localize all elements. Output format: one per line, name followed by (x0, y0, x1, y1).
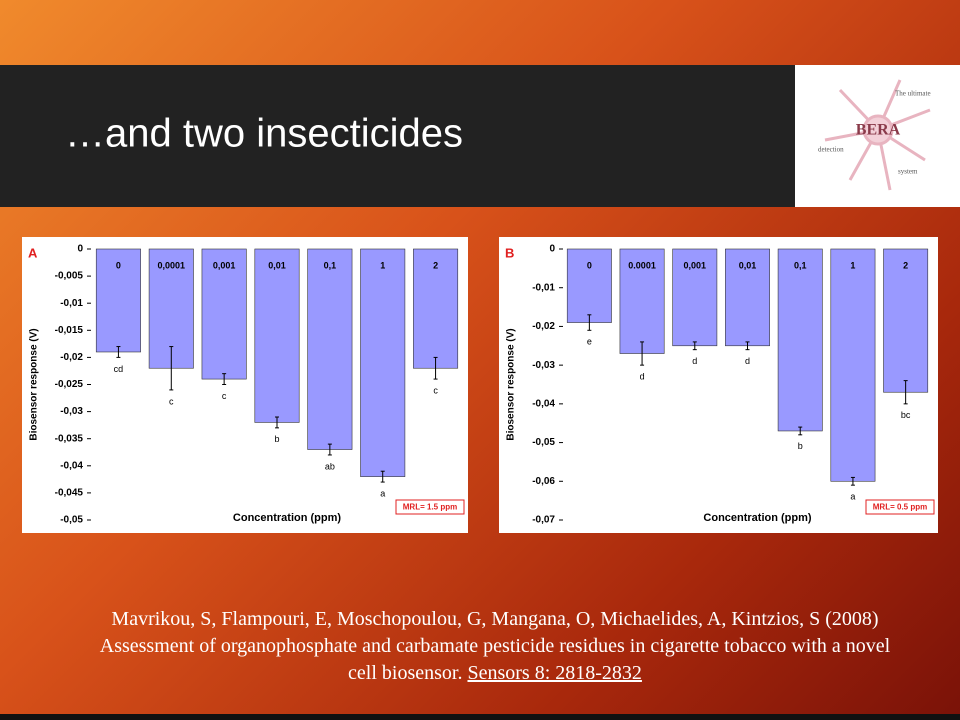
significance-letter: c (169, 396, 174, 406)
category-label: 0,1 (794, 260, 807, 270)
y-tick-label: -0,01 (60, 298, 83, 309)
logo-name: BERA (856, 122, 901, 139)
y-tick-label: -0,02 (532, 321, 555, 332)
significance-letter: c (222, 391, 227, 401)
category-label: 2 (433, 260, 438, 270)
logo-text: detection (818, 146, 844, 154)
bar (413, 248, 459, 369)
significance-letter: a (850, 492, 855, 502)
significance-letter: e (587, 337, 592, 347)
category-label: 0,01 (739, 260, 757, 270)
annotation-box (395, 499, 465, 515)
bar (201, 248, 247, 380)
y-tick-label: -0,05 (60, 515, 83, 526)
y-tick-label: -0,03 (532, 360, 555, 371)
y-tick-label: -0,06 (532, 476, 555, 487)
bottom-bar (0, 714, 960, 720)
y-axis-label: Biosensor response (V) (506, 328, 517, 440)
y-tick-label: 0 (549, 244, 555, 255)
y-tick-label: -0,03 (60, 406, 83, 417)
bar (672, 248, 718, 347)
y-tick-label: -0,01 (532, 282, 555, 293)
logo-graphic (824, 79, 931, 191)
significance-letter: d (692, 356, 697, 366)
significance-letter: d (745, 356, 750, 366)
slide-title: …and two insecticides (65, 112, 463, 156)
y-tick-label: -0,035 (55, 433, 84, 444)
x-axis-label: Concentration (ppm) (703, 512, 811, 524)
significance-letter: b (798, 441, 803, 451)
panel-label: B (505, 245, 514, 260)
y-tick-label: -0,025 (55, 379, 84, 390)
y-tick-label: -0,04 (60, 460, 83, 471)
citation-source: Sensors 8: 2818-2832 (467, 662, 642, 684)
bar (725, 248, 770, 347)
category-label: 0,0001 (158, 260, 186, 270)
bar (254, 248, 300, 423)
bar (307, 248, 353, 450)
bar (95, 248, 141, 353)
category-label: 0 (116, 260, 121, 270)
y-tick-label: -0,005 (55, 271, 84, 282)
significance-letter: b (274, 434, 279, 444)
bar (777, 248, 823, 432)
significance-letter: ab (325, 461, 335, 471)
y-tick-label: -0,05 (532, 437, 555, 448)
significance-letter: cd (114, 364, 124, 374)
significance-letter: d (640, 372, 645, 382)
category-label: 0 (587, 260, 592, 270)
y-tick-label: -0,07 (532, 515, 555, 526)
y-tick-label: -0,04 (532, 398, 555, 409)
bar (619, 248, 665, 354)
y-axis-label: Biosensor response (V) (29, 328, 40, 440)
logo-text: system (898, 168, 918, 176)
bar (566, 248, 612, 323)
y-tick-label: -0,015 (55, 325, 84, 336)
y-tick-label: -0,02 (60, 352, 83, 363)
category-label: 0.0001 (628, 260, 656, 270)
annotation-box (865, 499, 935, 515)
citation-text: Mavrikou, S, Flampouri, E, Moschopoulou,… (99, 608, 891, 684)
category-label: 0,1 (324, 260, 337, 270)
category-label: 0,01 (268, 260, 286, 270)
title-band (0, 65, 795, 207)
significance-letter: bc (901, 410, 911, 420)
category-label: 1 (380, 260, 385, 270)
citation: Mavrikou, S, Flampouri, E, Moschopoulou,… (90, 606, 900, 687)
panel-label: A (28, 245, 38, 260)
category-label: 0,001 (684, 260, 707, 270)
category-label: 1 (850, 260, 855, 270)
y-tick-label: 0 (77, 244, 83, 255)
category-label: 0,001 (213, 260, 236, 270)
y-tick-label: -0,045 (55, 488, 84, 499)
significance-letter: a (380, 488, 385, 498)
bar (360, 248, 406, 477)
annotation: MRL= 1.5 ppm (403, 503, 457, 512)
category-label: 2 (903, 260, 908, 270)
logo-tagline: The ultimate (895, 90, 931, 98)
bar (883, 248, 929, 393)
significance-letter: c (433, 385, 438, 395)
annotation: MRL= 0.5 ppm (873, 503, 927, 512)
x-axis-label: Concentration (ppm) (233, 512, 341, 524)
bar (830, 248, 876, 482)
